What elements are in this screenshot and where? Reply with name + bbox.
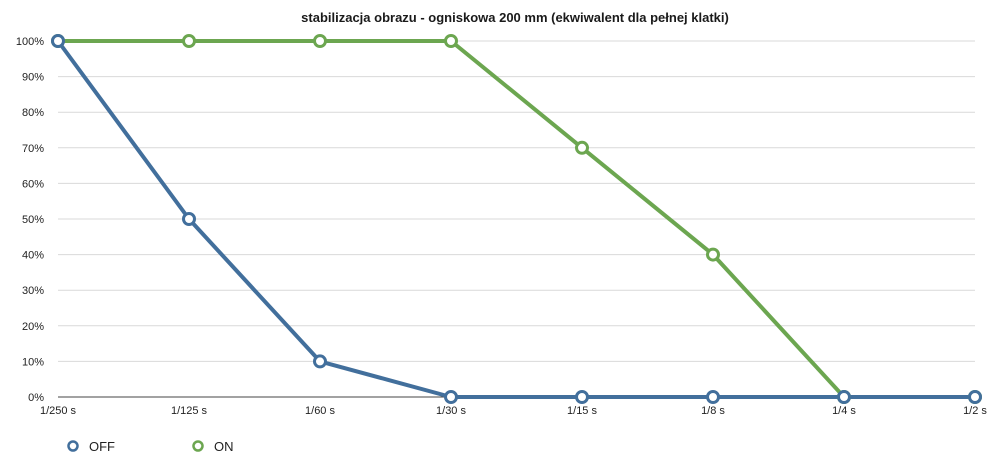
data-point-off (837, 390, 851, 404)
y-tick-label: 80% (22, 107, 44, 119)
data-point-off (182, 212, 196, 226)
y-tick-label: 20% (22, 321, 44, 333)
x-tick-label: 1/4 s (832, 405, 856, 417)
data-point-off (313, 354, 327, 369)
data-point-on (313, 34, 327, 48)
data-point-on (575, 140, 589, 155)
y-tick-label: 60% (22, 178, 44, 190)
data-point-off (575, 390, 589, 404)
legend-marker-on (192, 440, 204, 452)
y-tick-label: 40% (22, 250, 44, 262)
data-point-off (51, 34, 65, 48)
data-point-off (444, 390, 458, 404)
x-tick-label: 1/30 s (436, 405, 466, 417)
x-tick-label: 1/2 s (963, 405, 987, 417)
data-point-on (182, 34, 196, 48)
legend-label-on: ON (214, 439, 234, 454)
y-tick-label: 30% (22, 285, 44, 297)
data-point-off (968, 390, 982, 404)
x-tick-label: 1/250 s (40, 405, 77, 417)
series-line-on (58, 39, 975, 399)
series-line-off (56, 39, 975, 399)
legend-label-off: OFF (89, 439, 115, 454)
data-point-on (706, 247, 720, 262)
y-tick-label: 10% (22, 356, 44, 368)
legend-marker-off (67, 440, 79, 452)
y-tick-label: 100% (16, 36, 44, 48)
data-point-off (706, 390, 720, 404)
x-tick-label: 1/125 s (171, 405, 208, 417)
data-point-on (444, 34, 458, 48)
y-tick-label: 50% (22, 214, 44, 226)
x-tick-label: 1/8 s (701, 405, 725, 417)
y-tick-label: 70% (22, 143, 44, 155)
x-tick-label: 1/60 s (305, 405, 335, 417)
y-tick-label: 0% (28, 392, 44, 404)
x-tick-label: 1/15 s (567, 405, 597, 417)
chart-title: stabilizacja obrazu - ogniskowa 200 mm (… (301, 10, 729, 25)
y-tick-label: 90% (22, 72, 44, 84)
